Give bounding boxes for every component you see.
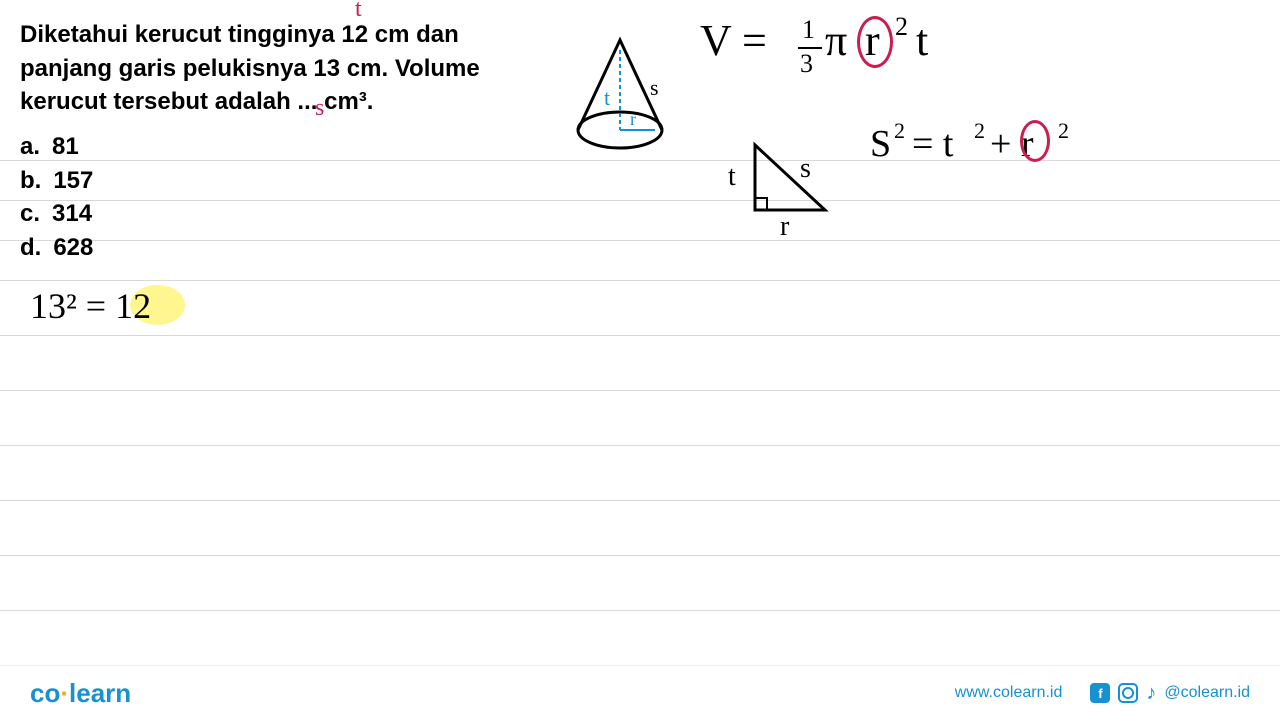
svg-text:= t: = t <box>912 123 954 165</box>
footer-url[interactable]: www.colearn.id <box>955 684 1063 702</box>
svg-text:3: 3 <box>800 49 813 78</box>
facebook-icon[interactable]: f <box>1090 683 1110 703</box>
option-letter: a. <box>20 130 40 164</box>
triangle-diagram: t s r <box>720 135 850 235</box>
option-letter: b. <box>20 164 41 198</box>
circle-highlight-r2 <box>1020 120 1050 162</box>
brand-logo: co·learn <box>30 678 131 709</box>
option-b: b. 157 <box>20 164 93 198</box>
svg-text:t: t <box>916 16 928 65</box>
option-value: 314 <box>52 197 92 231</box>
footer-right: www.colearn.id f ♪ @colearn.id <box>955 682 1250 705</box>
answer-options: a. 81 b. 157 c. 314 d. 628 <box>20 130 93 264</box>
svg-text:S: S <box>870 123 891 165</box>
svg-text:2: 2 <box>974 118 985 143</box>
svg-text:π: π <box>825 16 847 65</box>
svg-text:1: 1 <box>802 15 815 44</box>
option-value: 81 <box>52 130 79 164</box>
cone-label-t: t <box>604 85 610 110</box>
option-d: d. 628 <box>20 231 93 265</box>
cone-label-r: r <box>630 109 636 129</box>
problem-statement: Diketahui kerucut tingginya 12 cm dan pa… <box>20 18 480 119</box>
logo-learn: learn <box>69 678 131 708</box>
triangle-label-s: s <box>800 153 811 184</box>
tiktok-icon[interactable]: ♪ <box>1146 682 1156 705</box>
svg-text:2: 2 <box>1058 118 1069 143</box>
cone-diagram: t s r <box>570 35 680 155</box>
logo-dot: · <box>60 678 69 708</box>
logo-co: co <box>30 678 60 708</box>
social-handle[interactable]: @colearn.id <box>1164 684 1250 702</box>
option-value: 628 <box>53 231 93 265</box>
svg-text:2: 2 <box>894 118 905 143</box>
circle-highlight-r1 <box>857 16 893 68</box>
option-a: a. 81 <box>20 130 93 164</box>
option-letter: d. <box>20 231 41 265</box>
svg-text:V =: V = <box>700 16 767 65</box>
option-value: 157 <box>53 164 93 198</box>
social-icons: f ♪ @colearn.id <box>1090 682 1250 705</box>
option-c: c. 314 <box>20 197 93 231</box>
work-step-1: 13² = 12 <box>30 285 151 327</box>
footer-bar: co·learn www.colearn.id f ♪ @colearn.id <box>0 665 1280 720</box>
triangle-label-t: t <box>728 161 736 192</box>
pythagoras-equation: S 2 = t 2 + r 2 <box>870 118 1150 173</box>
cone-label-s: s <box>650 75 659 100</box>
triangle-label-r: r <box>780 211 790 235</box>
svg-text:2: 2 <box>895 12 908 41</box>
option-letter: c. <box>20 197 40 231</box>
instagram-icon[interactable] <box>1118 683 1138 703</box>
